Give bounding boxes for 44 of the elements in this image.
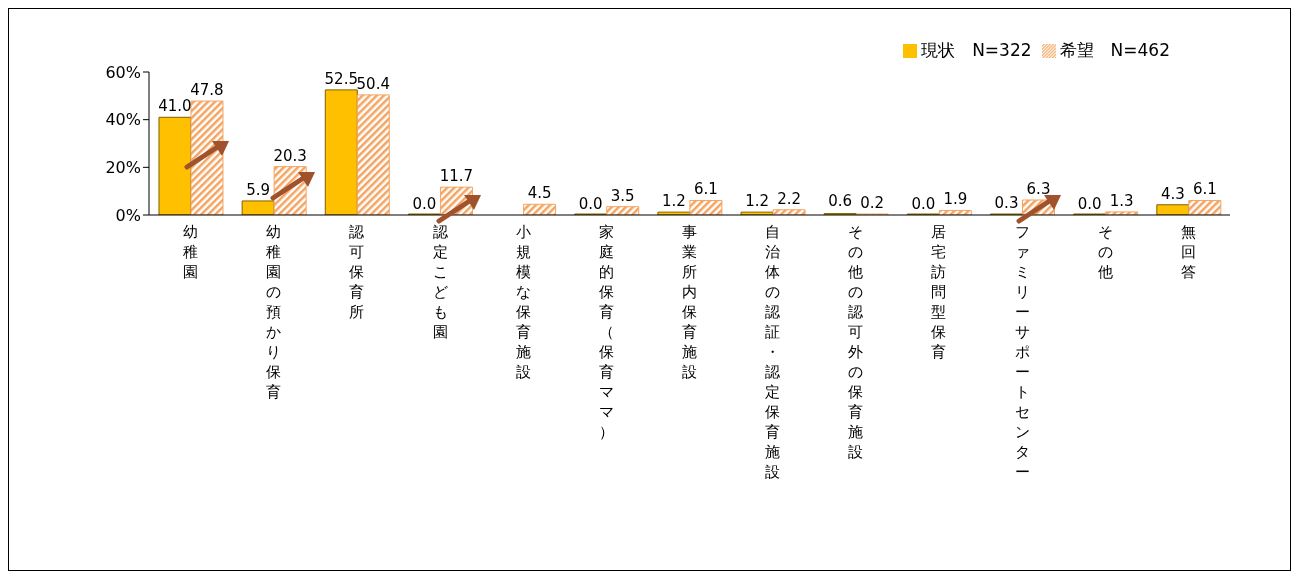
data-label: 50.4 xyxy=(356,74,390,93)
data-label: 1.9 xyxy=(943,190,968,209)
data-label: 0.6 xyxy=(828,192,853,210)
data-label: 2.2 xyxy=(777,189,801,208)
category-label: ファミリーサポートセンター xyxy=(1014,223,1030,481)
data-label: 4.5 xyxy=(527,184,552,203)
data-label: 6.1 xyxy=(1192,180,1217,199)
data-label: 47.8 xyxy=(190,81,224,100)
x-tick-label: 小規模な保育施設 xyxy=(515,223,531,381)
data-label: 41.0 xyxy=(158,97,192,116)
x-tick-label: 認可保育所 xyxy=(349,223,365,321)
y-tick-label: 40% xyxy=(105,110,141,130)
data-label: 6.1 xyxy=(693,180,718,199)
data-label: 52.5 xyxy=(324,69,358,88)
data-label: 1.2 xyxy=(661,192,686,211)
category-label: 自治体の認証・認定保育施設 xyxy=(765,223,781,481)
category-label: その他の認可外の保育施設 xyxy=(848,223,864,461)
data-label: 4.3 xyxy=(1160,184,1185,203)
x-tick-label: 認定こども園 xyxy=(432,223,448,341)
data-label: 0.3 xyxy=(994,194,1019,213)
y-tick-label: 0% xyxy=(115,205,141,225)
legend-label: 現状 N=322 xyxy=(921,40,1032,60)
data-label: 6.3 xyxy=(1026,179,1051,198)
category-label: 幼稚園の預かり保育 xyxy=(266,223,282,401)
data-label: 0.0 xyxy=(412,195,437,213)
data-label: 11.7 xyxy=(439,167,474,186)
data-label: 3.5 xyxy=(610,186,635,205)
data-label: 0.0 xyxy=(911,195,936,213)
y-tick-label: 60% xyxy=(105,62,141,82)
x-tick-label: 無回答 xyxy=(1180,223,1196,281)
x-tick-label: その他 xyxy=(1097,223,1113,281)
data-label: 0.2 xyxy=(860,194,885,212)
data-label: 1.3 xyxy=(1109,191,1134,210)
x-tick-label: 居宅訪問型保育 xyxy=(931,223,947,361)
y-tick-label: 20% xyxy=(105,158,141,178)
data-label: 20.3 xyxy=(273,146,307,165)
x-tick-label: 幼稚園 xyxy=(183,223,199,281)
category-label: 家庭的保育（保育ママ） xyxy=(598,223,614,441)
data-label: 5.9 xyxy=(246,180,271,199)
legend-label: 希望 N=462 xyxy=(1059,40,1170,60)
data-label: 1.2 xyxy=(745,192,769,211)
data-label: 0.0 xyxy=(1077,195,1102,213)
data-label: 0.0 xyxy=(578,195,603,213)
x-tick-label: 事業所内保育施設 xyxy=(682,223,697,381)
